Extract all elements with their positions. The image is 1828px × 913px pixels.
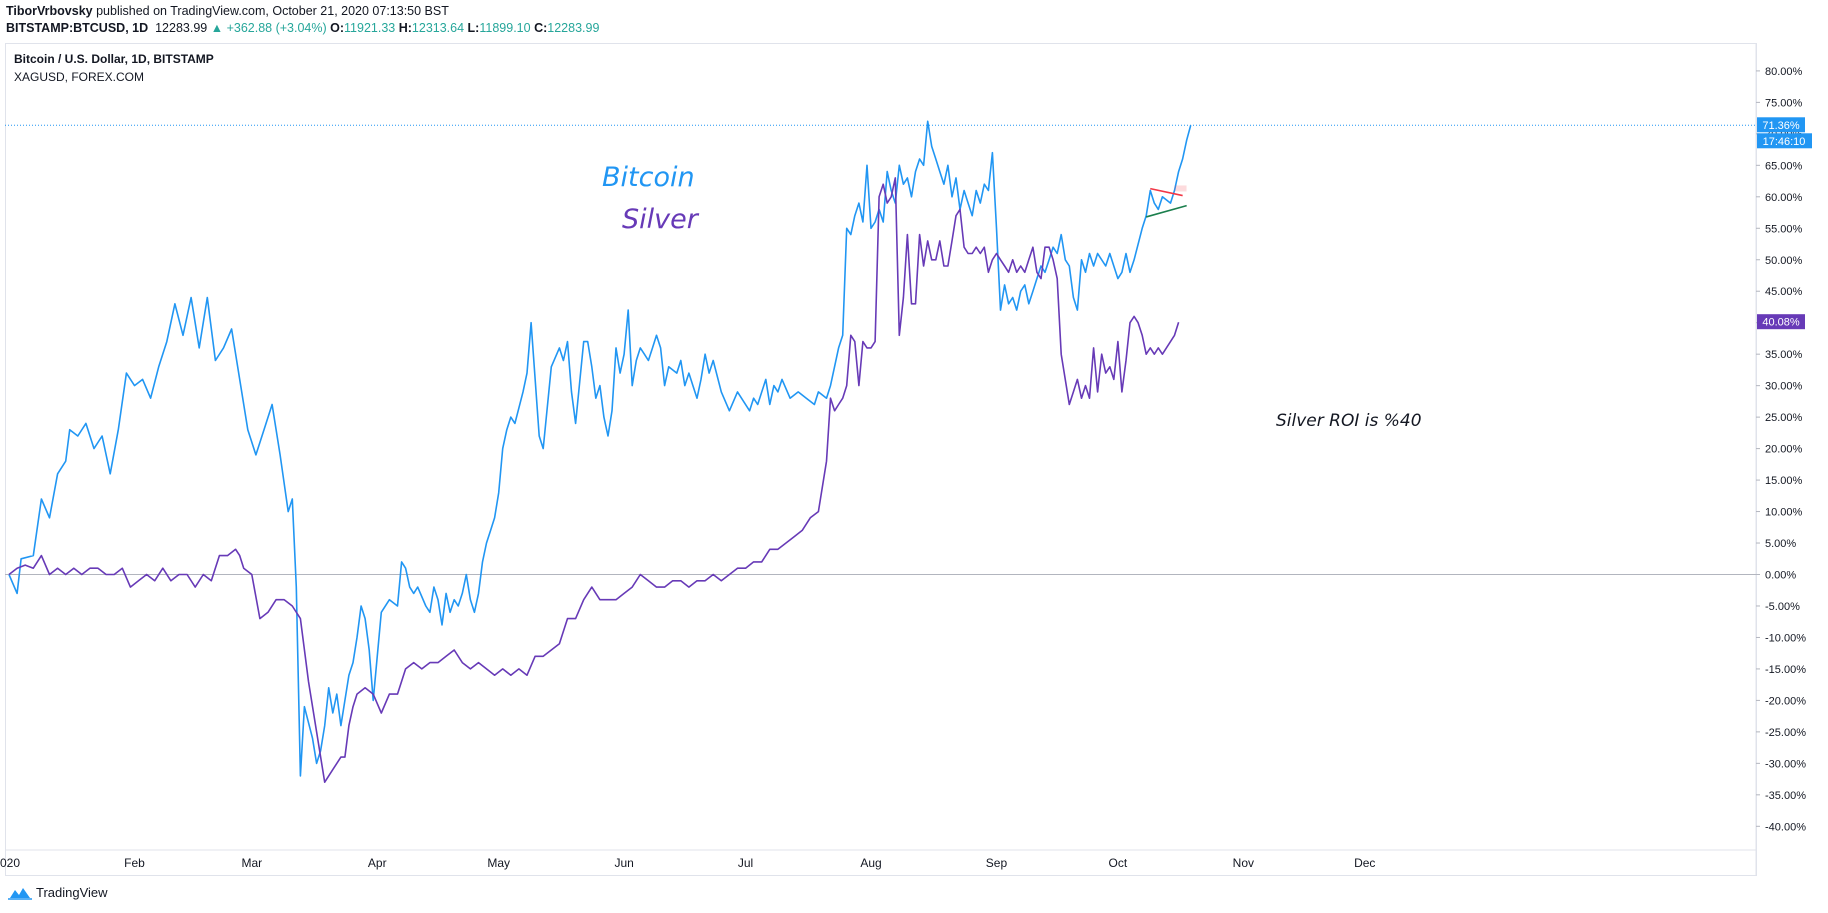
publish-info: TiborVrbovsky published on TradingView.c… <box>6 4 449 18</box>
change-value: ▲ +362.88 (+3.04%) <box>210 21 327 35</box>
y-tick-label: 10.00% <box>1765 507 1803 519</box>
close-value: 12283.99 <box>547 21 600 35</box>
last-price: 12283.99 <box>155 21 208 35</box>
silver-series-line[interactable] <box>8 177 1180 783</box>
close-label: C: <box>534 21 548 35</box>
main-series-legend[interactable]: Bitcoin / U.S. Dollar, 1D, BITSTAMP <box>14 52 214 66</box>
y-tick-label: -15.00% <box>1765 664 1806 676</box>
author-name[interactable]: TiborVrbovsky <box>6 4 93 18</box>
y-tick-label: -35.00% <box>1765 790 1806 802</box>
green-trend-line[interactable] <box>1145 204 1187 218</box>
footer-brand[interactable]: TradingView <box>8 885 108 900</box>
x-tick-label: Oct <box>1109 856 1128 870</box>
symbol-label: BITSTAMP:BTCUSD, 1D <box>6 21 149 35</box>
x-tick-label: Feb <box>124 856 145 870</box>
x-tick-label: Jul <box>738 856 753 870</box>
annotation-silver[interactable]: Silver <box>622 204 700 235</box>
bar-close-timer-badge <box>1757 133 1812 149</box>
silver-last-value-badge <box>1757 314 1805 330</box>
y-tick-label: 80.00% <box>1765 66 1803 78</box>
footer-brand-text: TradingView <box>36 885 108 900</box>
x-tick-label: Aug <box>860 856 881 870</box>
x-tick-label: Apr <box>368 856 387 870</box>
annotation-bitcoin[interactable]: Bitcoin <box>602 162 695 193</box>
y-tick-label: 0.00% <box>1765 570 1796 582</box>
y-tick-label: -20.00% <box>1765 695 1806 707</box>
y-tick-label: 75.00% <box>1765 97 1803 109</box>
y-tick-label: 25.00% <box>1765 412 1803 424</box>
annotation-silver-roi[interactable]: Silver ROI is %40 <box>1276 411 1422 431</box>
y-tick-label: 50.00% <box>1765 255 1803 267</box>
x-tick-label: 020 <box>0 856 20 870</box>
y-tick-label: 45.00% <box>1765 286 1803 298</box>
y-tick-label: 35.00% <box>1765 349 1803 361</box>
low-value: 11899.10 <box>479 21 531 35</box>
silver-last-value-label: 40.08% <box>1762 317 1800 329</box>
published-text: published on TradingView.com, October 21… <box>96 4 449 18</box>
x-tick-label: Mar <box>241 856 262 870</box>
y-tick-label: -10.00% <box>1765 632 1806 644</box>
bitcoin-series-line[interactable] <box>8 120 1192 777</box>
low-label: L: <box>467 21 480 35</box>
y-tick-label: -5.00% <box>1765 601 1800 613</box>
x-tick-label: Sep <box>986 856 1008 870</box>
y-tick-label: 20.00% <box>1765 444 1803 456</box>
bitcoin-last-value-badge <box>1757 117 1805 133</box>
y-tick-label: 55.00% <box>1765 223 1803 235</box>
y-tick-label: 15.00% <box>1765 475 1803 487</box>
compare-series-legend[interactable]: XAGUSD, FOREX.COM <box>14 70 145 84</box>
high-value: 12313.64 <box>411 21 465 35</box>
open-label: O: <box>330 21 345 35</box>
bar-close-timer-label: 17:46:10 <box>1763 136 1806 148</box>
y-tick-label: 30.00% <box>1765 381 1803 393</box>
high-label: H: <box>398 21 412 35</box>
red-trend-highlight <box>1174 185 1187 192</box>
x-tick-label: Nov <box>1233 856 1254 870</box>
y-tick-label: -25.00% <box>1765 727 1806 739</box>
x-tick-label: Jun <box>614 856 633 870</box>
y-tick-label: 60.00% <box>1765 192 1803 204</box>
x-tick-label: May <box>487 856 510 870</box>
ohlc-bar: BITSTAMP:BTCUSD, 1D 12283.99 ▲ +362.88 (… <box>6 21 599 35</box>
y-tick-label: -40.00% <box>1765 821 1806 833</box>
tradingview-logo-icon <box>8 887 32 900</box>
y-tick-label: 65.00% <box>1765 160 1803 172</box>
red-trend-line[interactable] <box>1150 187 1183 197</box>
x-tick-label: Dec <box>1354 856 1375 870</box>
bitcoin-last-value-label: 71.36% <box>1762 120 1800 132</box>
y-tick-label: 5.00% <box>1765 538 1796 550</box>
y-tick-label: -30.00% <box>1765 758 1806 770</box>
open-value: 11921.33 <box>344 21 396 35</box>
